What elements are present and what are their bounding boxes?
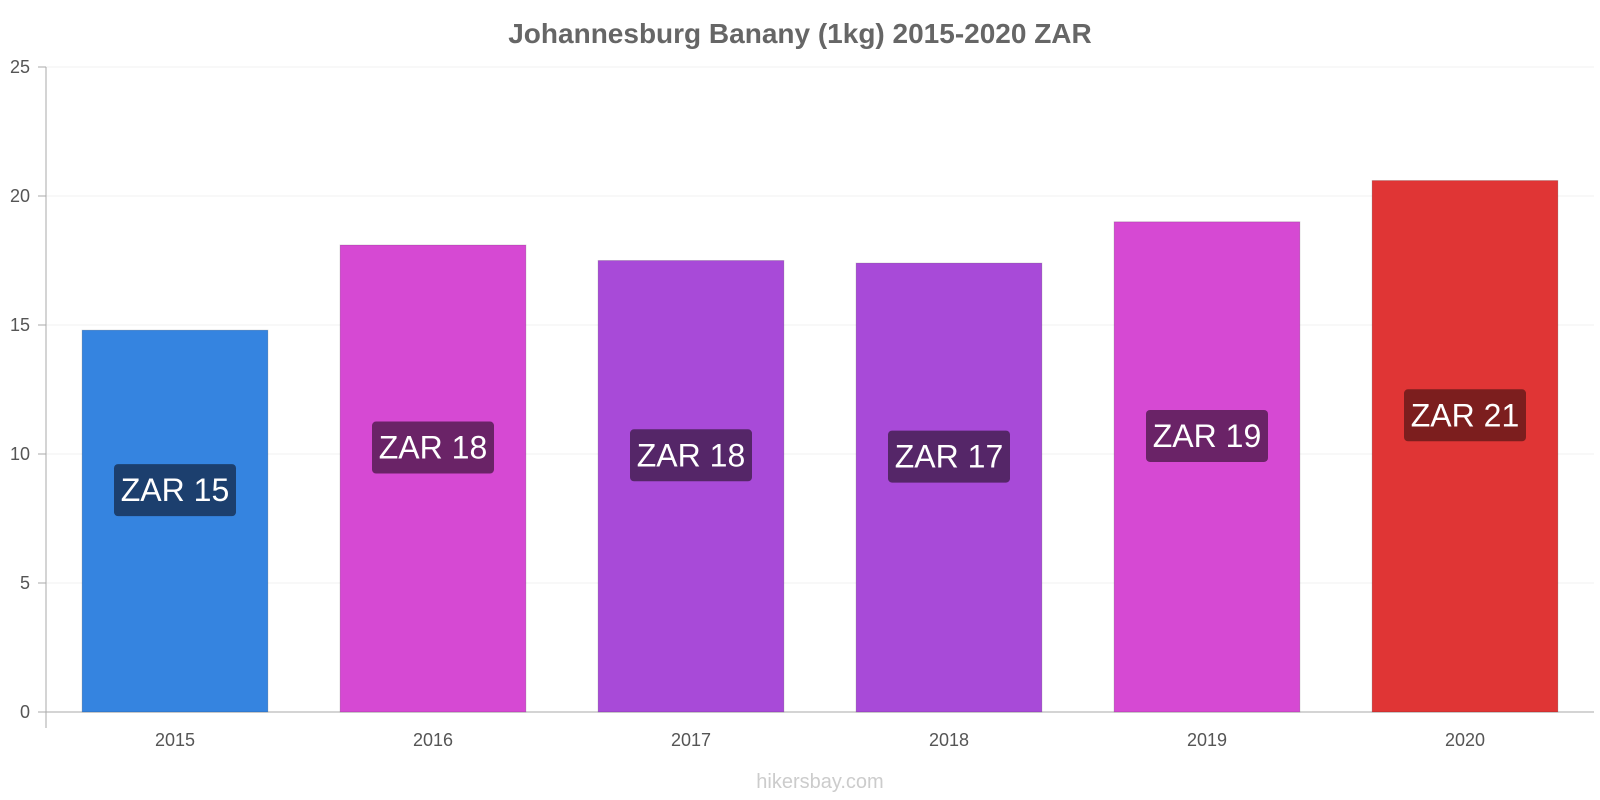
x-tick-label: 2016 — [413, 730, 453, 750]
data-label: ZAR 21 — [1411, 397, 1519, 433]
data-label-box — [1404, 389, 1526, 442]
chart-title: Johannesburg Banany (1kg) 2015-2020 ZAR — [508, 18, 1092, 49]
x-tick-labels: 2015 2016 2017 2018 2019 2020 — [155, 730, 1485, 750]
data-label: ZAR 18 — [637, 437, 745, 473]
data-label-box — [888, 430, 1010, 483]
bar-2015 — [81, 329, 269, 713]
bar-2016 — [339, 244, 527, 713]
x-tick-label: 2018 — [929, 730, 969, 750]
y-tick-label: 25 — [10, 57, 30, 77]
data-label: ZAR 18 — [379, 430, 487, 466]
data-label-box — [372, 421, 494, 474]
bar-2020 — [1371, 180, 1559, 713]
axes — [45, 67, 1594, 728]
bar-2018 — [855, 262, 1043, 713]
data-label-box — [114, 464, 236, 517]
data-labels: ZAR 15 ZAR 18 ZAR 18 ZAR 17 ZAR 19 ZAR 21 — [114, 389, 1526, 517]
data-label-box — [630, 429, 752, 482]
credit-text: hikersbay.com — [756, 771, 883, 793]
data-label: ZAR 15 — [121, 472, 229, 508]
x-tick-label: 2015 — [155, 730, 195, 750]
y-tick-label: 0 — [20, 702, 30, 722]
y-tick-label: 10 — [10, 444, 30, 464]
data-label: ZAR 17 — [895, 439, 1003, 475]
y-tick-label: 15 — [10, 315, 30, 335]
gridlines — [46, 66, 1594, 584]
x-tick-label: 2017 — [671, 730, 711, 750]
y-tick-labels: 0 5 10 15 20 25 — [10, 57, 46, 722]
y-tick-label: 5 — [20, 573, 30, 593]
bar-2019 — [1113, 221, 1301, 713]
x-tick-label: 2019 — [1187, 730, 1227, 750]
bar-2017 — [597, 260, 785, 713]
data-label: ZAR 19 — [1153, 418, 1261, 454]
x-tick-label: 2020 — [1445, 730, 1485, 750]
data-label-box — [1146, 409, 1268, 462]
y-tick-label: 20 — [10, 186, 30, 206]
bars — [81, 180, 1559, 713]
